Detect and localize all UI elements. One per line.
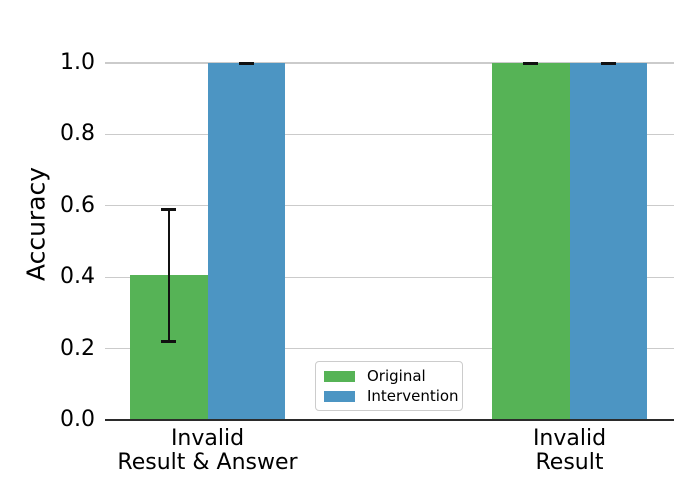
gridline [105, 62, 674, 64]
error-bar-cap [161, 207, 177, 211]
x-tick-label: Invalid Result [532, 426, 607, 475]
error-bar-cap [161, 339, 177, 343]
gridline [105, 276, 674, 278]
legend-swatch-original [324, 370, 355, 382]
y-tick-label: 0.6 [60, 192, 95, 218]
y-tick-label: 0.0 [60, 407, 95, 432]
legend-label-original: Original [367, 367, 426, 385]
bar-intervention-1 [569, 63, 647, 420]
legend: Original Intervention [315, 361, 463, 411]
x-axis-line [105, 419, 674, 421]
error-bar-cap [600, 61, 616, 65]
y-tick-label: 1.0 [60, 50, 95, 75]
y-tick-label: 0.4 [60, 264, 95, 290]
error-bar-line [167, 209, 170, 342]
legend-item-intervention: Intervention [324, 387, 459, 405]
y-tick-label: 0.8 [60, 121, 95, 147]
legend-item-original: Original [324, 367, 454, 385]
gridline [105, 133, 674, 136]
error-bar-cap [238, 61, 254, 65]
error-bar-cap [523, 61, 539, 65]
x-tick-label: Invalid Result & Answer [117, 426, 298, 475]
legend-label-intervention: Intervention [367, 387, 459, 405]
bar-original-1 [492, 63, 570, 420]
y-tick-label: 0.2 [60, 335, 95, 361]
bar-intervention-0 [207, 63, 285, 420]
gridline [105, 205, 674, 207]
legend-swatch-intervention [324, 390, 355, 402]
gridline [105, 347, 674, 350]
